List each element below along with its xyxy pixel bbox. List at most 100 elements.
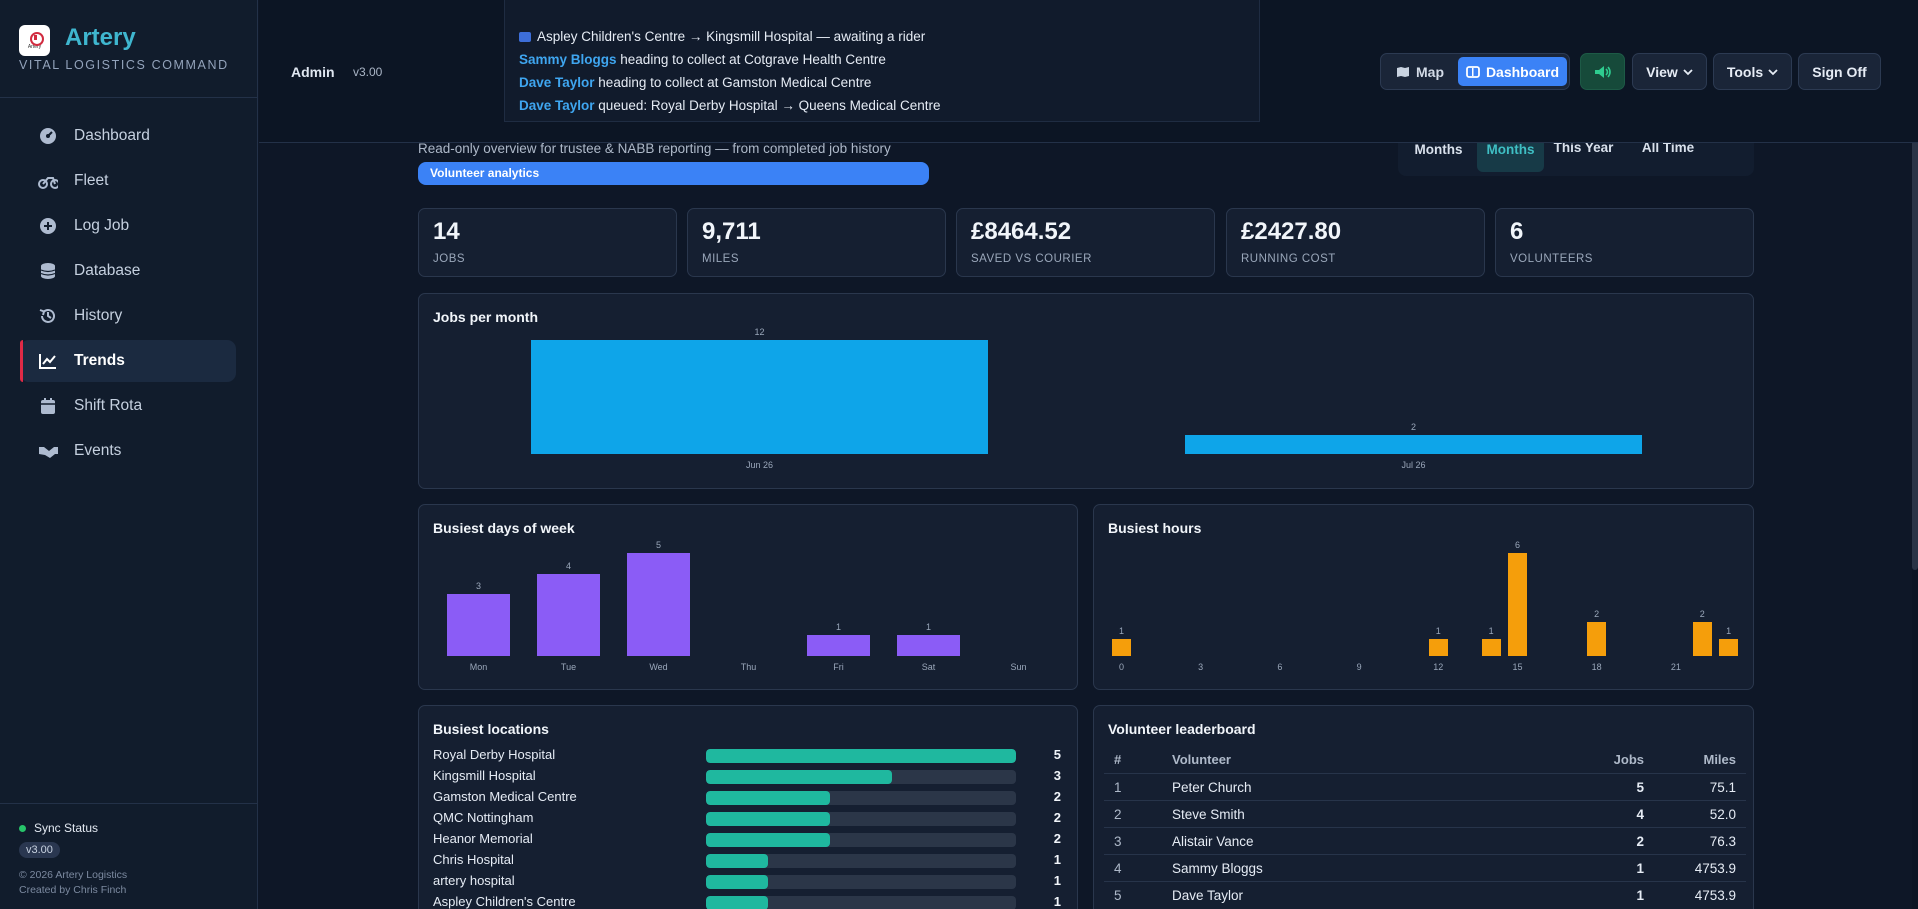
leaderboard-row[interactable]: 5 Dave Taylor 1 4753.9 bbox=[1104, 881, 1746, 908]
lb-header-jobs[interactable]: Jobs bbox=[1613, 752, 1644, 767]
chart-bar[interactable] bbox=[627, 553, 690, 656]
leaderboard-row[interactable]: 1 Peter Church 5 75.1 bbox=[1104, 773, 1746, 800]
sidebar-item-label: Trends bbox=[74, 352, 125, 369]
view-mode-toggle: Map Dashboard bbox=[1380, 53, 1570, 90]
history-icon bbox=[38, 306, 58, 326]
x-tick-label: Mon bbox=[469, 662, 488, 672]
app-tagline: VITAL LOGISTICS COMMAND bbox=[19, 58, 229, 72]
bar-value-label: 2 bbox=[1410, 422, 1416, 432]
range-all-time-button[interactable]: All Time bbox=[1641, 140, 1695, 155]
tools-menu-button[interactable]: Tools bbox=[1713, 53, 1792, 90]
sidebar-item-shift-rota[interactable]: Shift Rota bbox=[20, 385, 236, 427]
x-tick-label: Fri bbox=[833, 662, 844, 672]
page-scrollbar[interactable] bbox=[1912, 0, 1918, 909]
busiest-locations-title: Busiest locations bbox=[433, 721, 549, 737]
x-tick-label: Sun bbox=[1010, 662, 1027, 672]
rank: 2 bbox=[1114, 807, 1122, 822]
sync-status[interactable]: Sync Status bbox=[19, 821, 98, 835]
chart-bar[interactable] bbox=[1508, 553, 1527, 656]
busiest-locations-card: Busiest locations Royal Derby Hospital 5 K… bbox=[418, 705, 1078, 909]
bar-value-label: 2 bbox=[1699, 608, 1705, 619]
chart-bar[interactable] bbox=[531, 340, 988, 454]
rider-name-link[interactable]: Dave Taylor bbox=[519, 98, 595, 113]
feed-line: Sammy Bloggs heading to collect at Cotgr… bbox=[519, 52, 886, 67]
bar-value-label: 6 bbox=[1514, 540, 1520, 550]
activity-feed[interactable]: Aspley Children's Centre → Kingsmill Hos… bbox=[504, 0, 1260, 122]
chart-bar[interactable] bbox=[1719, 638, 1739, 656]
location-name: Kingsmill Hospital bbox=[433, 768, 536, 783]
tools-label: Tools bbox=[1726, 63, 1764, 80]
app-name: Artery bbox=[65, 24, 136, 51]
sign-off-button[interactable]: Sign Off bbox=[1798, 53, 1881, 90]
chart-bar[interactable] bbox=[1481, 638, 1501, 656]
status-dot-icon bbox=[19, 824, 26, 832]
bar-value-label: 1 bbox=[1488, 625, 1494, 636]
feed-line: Aspley Children's Centre → Kingsmill Hos… bbox=[519, 29, 925, 44]
miles-value: 4753.9 bbox=[1694, 861, 1736, 876]
volunteer-name: Alistair Vance bbox=[1172, 834, 1254, 849]
app-logo[interactable]: Artery bbox=[19, 25, 50, 56]
sidebar-item-trends[interactable]: Trends bbox=[20, 340, 236, 382]
feed-text: Aspley Children's Centre → Kingsmill Hos… bbox=[537, 29, 926, 44]
chart-bar[interactable] bbox=[447, 594, 510, 656]
sidebar-item-dashboard[interactable]: Dashboard bbox=[20, 115, 236, 157]
leaderboard-row[interactable]: 3 Alistair Vance 2 76.3 bbox=[1104, 827, 1746, 854]
rider-name-link[interactable]: Dave Taylor bbox=[519, 75, 595, 90]
chart-bar[interactable] bbox=[807, 635, 870, 656]
sidebar-item-database[interactable]: Database bbox=[20, 250, 236, 292]
volunteer-analytics-badge[interactable]: Volunteer analytics bbox=[418, 162, 929, 185]
jobs-count: 1 bbox=[1636, 888, 1644, 903]
dashboard-button[interactable]: Dashboard bbox=[1458, 57, 1567, 86]
calendar-icon bbox=[38, 396, 58, 416]
view-menu-button[interactable]: View bbox=[1632, 53, 1707, 90]
map-icon bbox=[1397, 66, 1409, 77]
bar-value-label: 4 bbox=[565, 560, 571, 571]
map-label: Map bbox=[1416, 63, 1444, 80]
sidebar-item-label: Database bbox=[74, 262, 141, 279]
location-bar-fill bbox=[706, 812, 830, 826]
lb-header-miles[interactable]: Miles bbox=[1703, 752, 1736, 767]
x-tick-label: 6 bbox=[1277, 662, 1283, 672]
scrollbar-thumb[interactable] bbox=[1912, 55, 1918, 570]
lb-header-volunteer[interactable]: Volunteer bbox=[1172, 752, 1231, 767]
sidebar-item-label: Fleet bbox=[74, 172, 109, 189]
range-this-year-button[interactable]: This Year bbox=[1553, 140, 1614, 155]
rank: 3 bbox=[1114, 834, 1122, 849]
sidebar-item-history[interactable]: History bbox=[20, 295, 236, 337]
volunteer-name: Sammy Bloggs bbox=[1172, 861, 1263, 876]
location-bar-fill bbox=[706, 749, 1016, 763]
location-count: 1 bbox=[1053, 873, 1061, 888]
location-count: 1 bbox=[1053, 852, 1061, 867]
x-tick-label: Wed bbox=[649, 662, 668, 672]
map-button[interactable]: Map bbox=[1385, 57, 1455, 86]
stat-value: 14 bbox=[433, 218, 460, 245]
leaderboard-row[interactable]: 2 Steve Smith 4 52.0 bbox=[1104, 800, 1746, 827]
sidebar-item-log-job[interactable]: Log Job bbox=[20, 205, 236, 247]
chart-bar[interactable] bbox=[1185, 435, 1642, 454]
x-tick-label: Jul 26 bbox=[1401, 460, 1426, 470]
heart-logo-icon bbox=[27, 31, 44, 46]
chart-bar[interactable] bbox=[537, 573, 600, 656]
sidebar-item-fleet[interactable]: Fleet bbox=[20, 160, 236, 202]
chart-bar[interactable] bbox=[1587, 621, 1607, 656]
leaderboard-card: Volunteer leaderboard # Volunteer Jobs M… bbox=[1093, 705, 1754, 909]
sidebar-item-events[interactable]: Events bbox=[20, 430, 236, 472]
leaderboard-row[interactable]: 4 Sammy Bloggs 1 4753.9 bbox=[1104, 854, 1746, 881]
miles-value: 52.0 bbox=[1709, 807, 1736, 822]
sound-toggle-button[interactable] bbox=[1580, 53, 1625, 90]
lb-header-rank[interactable]: # bbox=[1114, 752, 1122, 767]
chart-bar[interactable] bbox=[1428, 638, 1448, 656]
chart-bar[interactable] bbox=[1112, 638, 1131, 656]
chart-bar[interactable] bbox=[1692, 621, 1712, 656]
rider-name-link[interactable]: Sammy Bloggs bbox=[519, 52, 617, 67]
location-count: 2 bbox=[1053, 831, 1061, 846]
location-name: QMC Nottingham bbox=[433, 810, 534, 825]
bar-value-label: 12 bbox=[754, 327, 765, 337]
x-tick-label: 21 bbox=[1670, 662, 1681, 672]
chart-bar[interactable] bbox=[897, 635, 960, 656]
sidebar-item-label: Events bbox=[74, 442, 122, 459]
location-bar-track bbox=[706, 812, 1016, 826]
handshake-icon bbox=[38, 441, 58, 461]
sync-label: Sync Status bbox=[34, 821, 99, 835]
location-count: 3 bbox=[1053, 768, 1061, 783]
